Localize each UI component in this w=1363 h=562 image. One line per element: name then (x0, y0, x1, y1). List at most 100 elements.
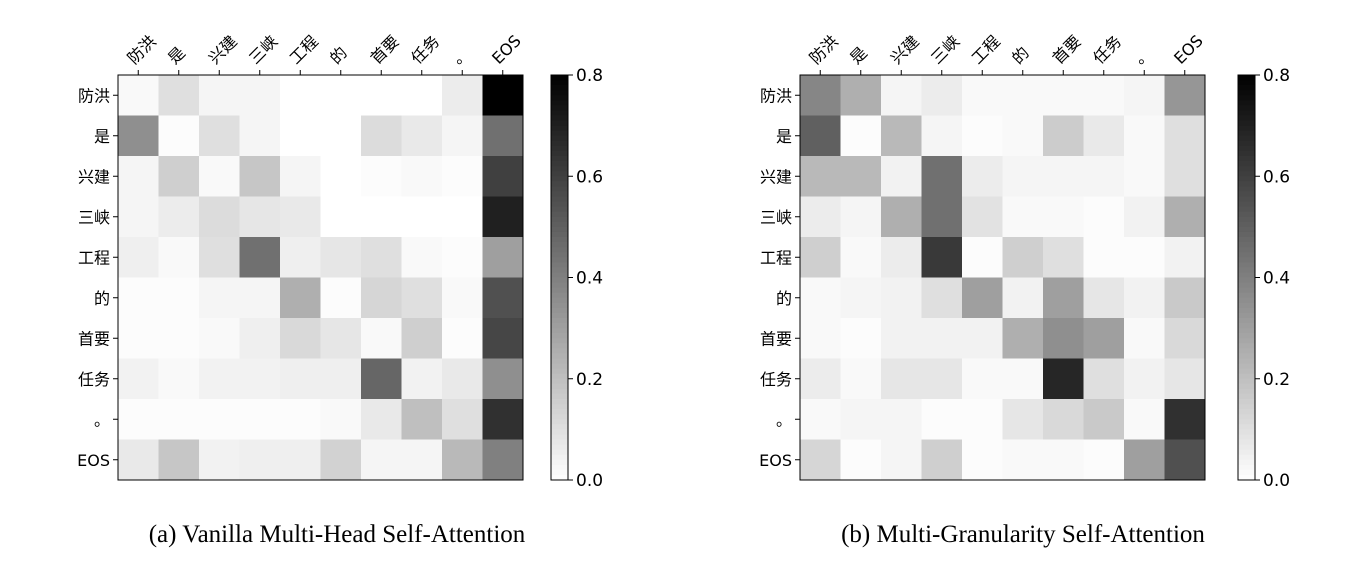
heatmap-cell (881, 439, 922, 481)
heatmap-frame (799, 74, 1206, 481)
colorbar-segment (551, 358, 568, 365)
heatmap-cell (1124, 399, 1165, 440)
colorbar-segment (1238, 282, 1255, 289)
heatmap-cell (280, 277, 321, 319)
heatmap-cell (118, 277, 159, 319)
heatmap-cell (280, 196, 321, 238)
colorbar-segment (1238, 424, 1255, 430)
heatmap-cell (1164, 115, 1206, 157)
x-tick-label: EOS (488, 31, 525, 68)
heatmap-cell (1124, 156, 1165, 197)
colorbar-segment (1238, 105, 1255, 112)
x-tick-label: 三峡 (245, 32, 281, 68)
colorbar-segment (551, 125, 568, 132)
colorbar-segment (551, 419, 568, 425)
colorbar-segment (1238, 140, 1255, 147)
colorbar-segment (1238, 191, 1255, 198)
heatmap-cell (280, 237, 321, 278)
x-tick-label: 工程 (286, 32, 322, 68)
colorbar-segment (551, 231, 568, 238)
colorbar-segment (1238, 318, 1255, 324)
heatmap-cell (881, 196, 922, 238)
heatmap-cell (1002, 318, 1044, 359)
colorbar-segment (551, 302, 568, 309)
heatmap-cell (401, 358, 443, 400)
heatmap-panel-a: 防洪是兴建三峡工程的首要任务。EOS防洪是兴建 三峡 工程的首要 任务。 EOS0.00… (77, 31, 603, 548)
heatmap-cell (1083, 358, 1125, 400)
colorbar-segment (551, 378, 568, 385)
y-tick-label: 首要 (78, 329, 110, 348)
colorbar-segment (1238, 237, 1255, 243)
heatmap-cell (320, 75, 362, 116)
colorbar-segment (1238, 399, 1255, 405)
heatmap-cell (442, 358, 483, 400)
colorbar-segment (1238, 120, 1255, 127)
heatmap-cell (962, 358, 1003, 400)
y-tick-label: 兴建 (760, 167, 792, 186)
heatmap-cell (320, 318, 362, 359)
heatmap-cell (1083, 277, 1125, 319)
colorbar-segment (551, 196, 568, 203)
heatmap-cell (1164, 399, 1206, 440)
y-tick-label: 三峡 (78, 208, 110, 227)
colorbar-segment (1238, 429, 1255, 436)
colorbar-segment (1238, 206, 1255, 213)
colorbar-segment (1238, 267, 1255, 274)
heatmap-cell (280, 115, 321, 157)
heatmap-cell (442, 196, 483, 238)
colorbar-segment (551, 110, 568, 117)
colorbar-segment (551, 277, 568, 284)
colorbar-segment (551, 464, 568, 471)
colorbar-segment (1238, 393, 1255, 400)
colorbar-segment (1238, 414, 1255, 420)
x-tick-label: 。 (448, 43, 473, 68)
colorbar-segment (551, 409, 568, 415)
heatmap-cell (800, 156, 841, 197)
colorbar-segment (1238, 176, 1255, 182)
heatmap-cell (1043, 115, 1084, 157)
colorbar-segment (551, 454, 568, 461)
colorbar-segment (1238, 100, 1255, 106)
heatmap-cell (401, 318, 443, 359)
colorbar-segment (1238, 85, 1255, 91)
colorbar-segment (1238, 358, 1255, 365)
heatmap-cell (1002, 237, 1044, 278)
colorbar-segment (1238, 449, 1255, 456)
heatmap-cell (158, 237, 200, 278)
heatmap-frame (117, 74, 524, 481)
heatmap-cell (442, 156, 483, 197)
y-tick-label: 兴建 (78, 167, 110, 186)
heatmap-cell (840, 277, 882, 319)
heatmap-cell (199, 237, 240, 278)
heatmap-cell (239, 318, 281, 359)
colorbar-segment (551, 318, 568, 324)
heatmap-cell (1164, 358, 1206, 400)
heatmap-cell (118, 439, 159, 481)
heatmap-cell (401, 277, 443, 319)
heatmap-cell (1043, 156, 1084, 197)
heatmap-cell (800, 318, 841, 359)
heatmap-cell (239, 358, 281, 400)
heatmap-cell (1164, 237, 1206, 278)
heatmap-cell (482, 156, 524, 197)
heatmap-cell (800, 277, 841, 319)
heatmap-cell (401, 115, 443, 157)
heatmap-cell (1002, 277, 1044, 319)
heatmap-cell (840, 75, 882, 116)
heatmap-cell (118, 358, 159, 400)
heatmap-cell (921, 75, 963, 116)
heatmap-cell (239, 399, 281, 440)
colorbar: 0.0 0.2 0.4 0.6 0.8 (550, 66, 603, 491)
heatmap-cell (199, 196, 240, 238)
y-tick-label: 首要 (760, 329, 792, 348)
panel-caption: (b) Multi-Granularity Self-Attention (841, 521, 1205, 548)
colorbar-segment (551, 424, 568, 430)
x-tick-label: 工程 (968, 32, 1004, 68)
colorbar-segment (551, 292, 568, 299)
heatmap-cell (239, 196, 281, 238)
heatmap-cell (199, 318, 240, 359)
heatmap-cell (361, 277, 402, 319)
colorbar-segment (1238, 287, 1255, 294)
heatmap-cell (320, 196, 362, 238)
